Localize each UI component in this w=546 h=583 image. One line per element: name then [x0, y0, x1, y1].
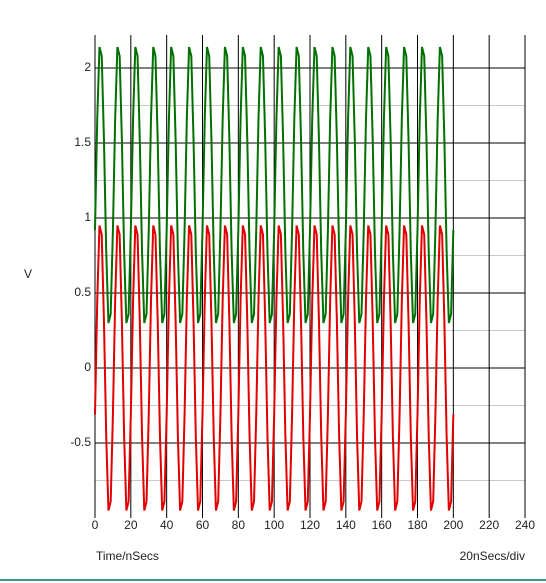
y-tick-label: 1 — [84, 210, 91, 224]
series-line — [94, 46, 455, 324]
y-tick-label: 1.5 — [74, 135, 91, 149]
y-tick-label: 0.5 — [74, 285, 91, 299]
y-axis-label: V — [24, 267, 32, 281]
x-tick-label: 20 — [124, 518, 138, 532]
series-line — [94, 225, 455, 511]
x-tick-label: 40 — [160, 518, 174, 532]
x-tick-label: 0 — [92, 518, 99, 532]
y-tick-label: 2 — [84, 60, 91, 74]
x-axis-label: Time/nSecs — [96, 549, 159, 563]
x-tick-label: 140 — [336, 518, 356, 532]
x-scale-note: 20nSecs/div — [460, 549, 525, 563]
x-tick-label: 180 — [407, 518, 427, 532]
x-tick-label: 60 — [196, 518, 210, 532]
x-tick-label: 160 — [372, 518, 392, 532]
x-tick-label: 100 — [264, 518, 284, 532]
y-tick-label: 0 — [84, 360, 91, 374]
x-tick-label: 80 — [232, 518, 246, 532]
y-tick-label: -0.5 — [70, 435, 91, 449]
x-tick-label: 200 — [443, 518, 463, 532]
x-tick-label: 240 — [515, 518, 535, 532]
x-tick-label: 220 — [479, 518, 499, 532]
x-tick-label: 120 — [300, 518, 320, 532]
